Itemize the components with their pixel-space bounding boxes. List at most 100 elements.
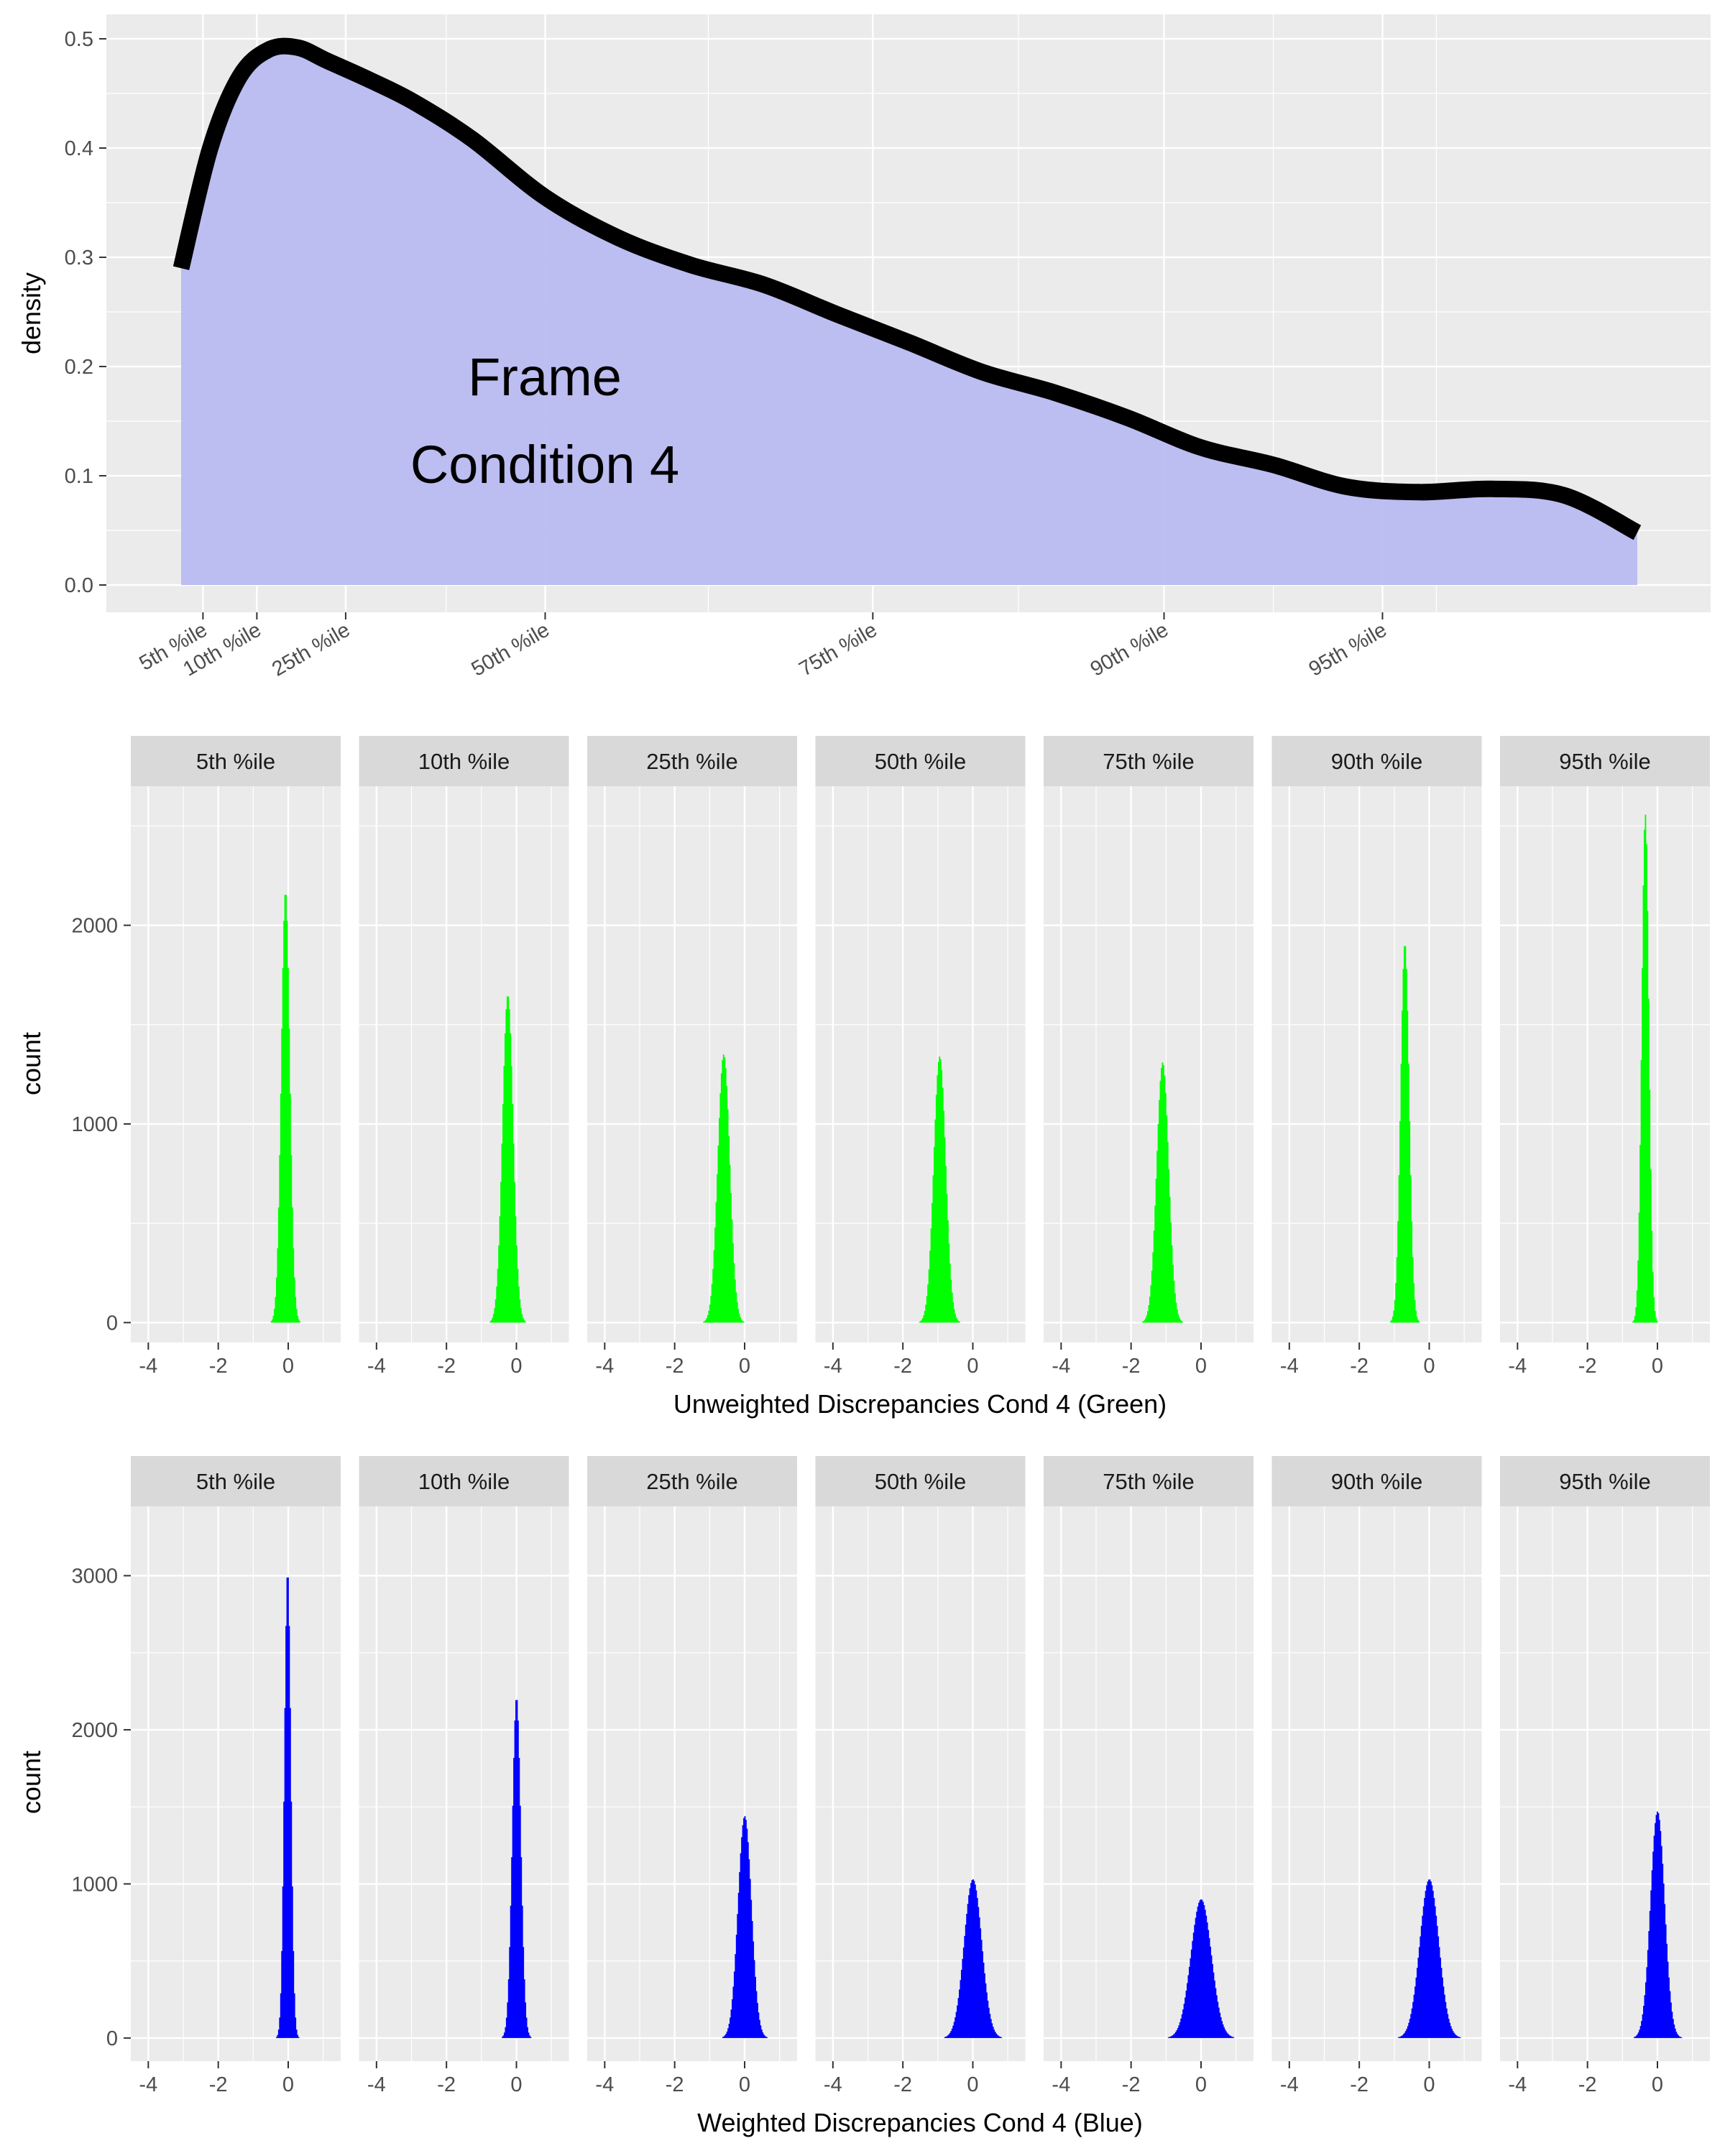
histogram-bar xyxy=(295,2030,298,2038)
histogram-bar xyxy=(515,1700,517,2038)
histogram-bar xyxy=(1150,1285,1152,1323)
histogram-bar xyxy=(1647,911,1649,1323)
histogram-bar xyxy=(1171,1245,1173,1323)
y-tick-label: 1000 xyxy=(71,1873,118,1896)
histogram-bar xyxy=(494,1308,496,1323)
histogram-bar xyxy=(955,1317,957,1323)
facet-panel: 95th %ile -4 -2 0 xyxy=(1500,1456,1710,2096)
histogram-bar xyxy=(1656,1320,1658,1323)
histogram-bar xyxy=(281,1028,283,1323)
histogram-bar xyxy=(288,1577,289,2038)
histogram-bar xyxy=(1146,1315,1148,1323)
histogram-bar xyxy=(1658,1820,1660,2038)
histogram-bar xyxy=(746,1828,748,2038)
histogram-bar xyxy=(490,1319,492,1323)
histogram-bar xyxy=(1657,1811,1658,2038)
histogram-bar xyxy=(1648,1930,1650,2038)
histogram-bar xyxy=(1210,1955,1213,2038)
histogram-bar xyxy=(1198,1902,1200,2038)
histogram-bar xyxy=(921,1319,923,1323)
histogram-bar xyxy=(944,2037,946,2038)
histogram-bar xyxy=(962,1947,965,2038)
histogram-bar xyxy=(505,2027,507,2038)
histogram-bar xyxy=(1645,844,1647,1323)
histogram-bar xyxy=(1454,2034,1456,2038)
histogram-bar xyxy=(284,1708,286,2038)
histogram-bar xyxy=(1639,2030,1641,2038)
x-tick-label: 0 xyxy=(510,1355,522,1378)
histogram-bar xyxy=(1391,1319,1393,1323)
histogram-bar xyxy=(993,2030,995,2038)
x-tick-label: -4 xyxy=(595,2073,614,2096)
histogram-bar xyxy=(1635,1307,1637,1323)
density-y-axis-title: density xyxy=(17,272,46,354)
histogram-bar xyxy=(960,1980,962,2038)
histogram-bar xyxy=(1157,1124,1159,1323)
histogram-bar xyxy=(516,1700,518,2038)
y-tick-label: 2000 xyxy=(71,915,118,938)
histogram-bar xyxy=(740,1319,742,1323)
histogram-bar xyxy=(1674,2028,1676,2038)
x-tick-label: -2 xyxy=(1350,1355,1368,1378)
histogram-bar xyxy=(1647,998,1650,1323)
histogram-bar xyxy=(1646,1967,1648,2038)
histogram-bar xyxy=(764,2035,766,2038)
histogram-bar xyxy=(723,2036,725,2038)
x-tick-label: -4 xyxy=(139,2073,157,2096)
histogram-bar xyxy=(1655,1823,1656,2038)
histogram-bar xyxy=(1413,1283,1414,1323)
histogram-bar xyxy=(729,1164,731,1323)
histogram-bar xyxy=(995,2033,997,2038)
histogram-bar xyxy=(946,2036,948,2038)
histogram-bar xyxy=(975,1890,978,2038)
histogram-bar xyxy=(1170,1222,1172,1323)
histogram-bar xyxy=(1410,2014,1412,2038)
histogram-bar xyxy=(1456,2035,1458,2038)
histogram-bar xyxy=(515,1216,517,1323)
histogram-bar xyxy=(1418,1321,1420,1323)
histogram-bar xyxy=(1422,1906,1425,2038)
histogram-bar xyxy=(705,1319,707,1323)
density-y-tick-label: 0.5 xyxy=(65,28,93,51)
histogram-bar xyxy=(1152,1252,1154,1323)
histogram-bar xyxy=(1210,1946,1212,2038)
x-tick-label: -4 xyxy=(367,1355,386,1378)
facet-panel: 10th %ile -4 -2 0 xyxy=(359,1456,569,2096)
histogram-bar xyxy=(924,1311,926,1323)
histogram-bar xyxy=(1666,1943,1668,2038)
histogram-bar xyxy=(284,895,286,1323)
histogram-bar xyxy=(1639,2026,1642,2038)
histogram-bar xyxy=(1678,2036,1680,2038)
histogram-bar xyxy=(279,2017,281,2038)
histogram-bar xyxy=(1420,1925,1422,2038)
histogram-bar xyxy=(1406,2029,1408,2038)
unweighted-histograms: count Unweighted Discrepancies Cond 4 (G… xyxy=(17,736,1710,1419)
histogram-bar xyxy=(1409,1120,1411,1323)
histogram-bar xyxy=(1200,1899,1202,2038)
histogram-bar xyxy=(510,1066,512,1323)
histogram-bar xyxy=(1145,1318,1146,1323)
histogram-bar xyxy=(1208,1930,1210,2038)
facet-strip-label: 75th %ile xyxy=(1103,749,1195,774)
histogram-bar xyxy=(1225,2031,1227,2038)
histogram-bar xyxy=(1411,2008,1413,2038)
facet-strip-label: 95th %ile xyxy=(1559,1469,1651,1494)
x-tick-label: -4 xyxy=(139,1355,157,1378)
histogram-bar xyxy=(1214,1980,1215,2038)
histogram-bar xyxy=(1655,1317,1657,1323)
histogram-bar xyxy=(942,1087,944,1323)
histogram-bar xyxy=(492,1314,494,1323)
histogram-bar xyxy=(755,1991,758,2038)
x-tick-label: -2 xyxy=(209,2073,228,2096)
histogram-bar xyxy=(528,2032,530,2038)
histogram-bar xyxy=(996,2035,998,2038)
histogram-bar xyxy=(1409,1175,1412,1323)
histogram-bar xyxy=(934,1119,937,1323)
facet-strip-label: 50th %ile xyxy=(875,749,967,774)
histogram-bar xyxy=(512,1104,514,1323)
histogram-bar xyxy=(1640,1060,1642,1323)
histogram-bar xyxy=(1169,2036,1172,2038)
x-tick-label: 0 xyxy=(1423,1355,1435,1378)
density-x-tick-label: 50th %ile xyxy=(468,618,553,681)
histogram-bar xyxy=(760,2029,763,2038)
